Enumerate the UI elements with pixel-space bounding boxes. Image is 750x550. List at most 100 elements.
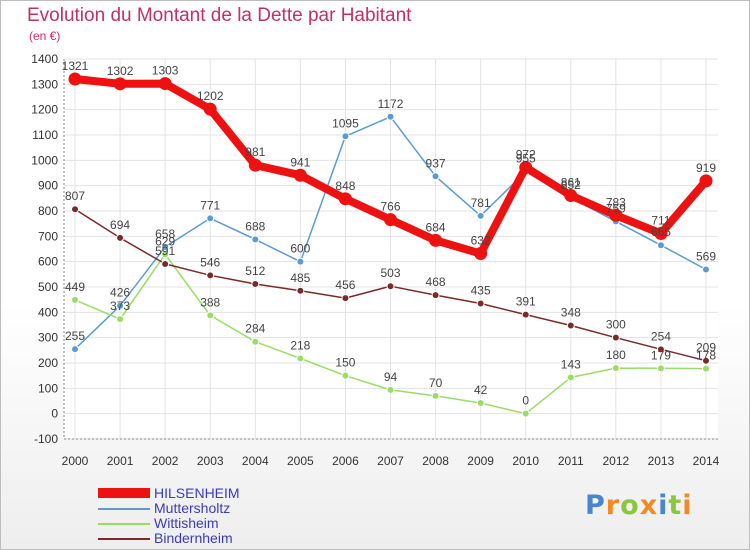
data-label-wittisheim: 388 (200, 295, 220, 309)
data-point-bindernheim (521, 310, 530, 319)
data-label-muttersholtz: 600 (290, 242, 310, 256)
data-point-wittisheim (386, 385, 395, 394)
data-label-wittisheim: 178 (696, 349, 716, 363)
data-label-muttersholtz: 255 (65, 329, 85, 343)
x-tick-label: 2004 (242, 454, 269, 468)
data-label-bindernheim: 348 (561, 306, 581, 320)
data-point-bindernheim (206, 271, 215, 280)
data-point-hilsenheim (248, 158, 262, 172)
y-tick-label: 300 (38, 331, 58, 345)
data-point-muttersholtz (341, 132, 350, 141)
data-point-hilsenheim (158, 77, 172, 91)
data-label-muttersholtz: 937 (426, 156, 446, 170)
data-point-bindernheim (386, 282, 395, 291)
data-label-bindernheim: 485 (290, 271, 310, 285)
data-label-bindernheim: 468 (426, 275, 446, 289)
data-point-hilsenheim (474, 247, 488, 261)
data-label-muttersholtz: 569 (696, 250, 716, 264)
legend-label-wittisheim: Wittisheim (154, 515, 219, 531)
y-tick-label: 0 (51, 407, 58, 421)
proxiti-logo: Proxiti (585, 490, 693, 521)
data-label-wittisheim: 150 (335, 356, 355, 370)
data-label-bindernheim: 391 (516, 295, 536, 309)
data-label-hilsenheim: 632 (471, 234, 491, 248)
data-label-hilsenheim: 1302 (107, 64, 134, 78)
legend-swatch-wittisheim (98, 523, 150, 525)
x-tick-label: 2001 (107, 454, 134, 468)
data-label-muttersholtz: 852 (561, 178, 581, 192)
legend-swatch-bindernheim (98, 538, 150, 540)
data-label-hilsenheim: 941 (290, 155, 310, 169)
data-point-muttersholtz (386, 112, 395, 121)
data-point-muttersholtz (476, 211, 485, 220)
data-point-wittisheim (611, 364, 620, 373)
data-point-wittisheim (251, 337, 260, 346)
data-label-muttersholtz: 955 (516, 152, 536, 166)
data-label-bindernheim: 807 (65, 189, 85, 203)
data-point-muttersholtz (702, 265, 710, 274)
x-tick-label: 2014 (693, 454, 720, 468)
data-label-bindernheim: 503 (380, 266, 400, 280)
data-point-bindernheim (251, 279, 260, 288)
y-tick-label: 1000 (31, 153, 58, 167)
x-tick-label: 2009 (467, 454, 494, 468)
logo-letter: o (620, 490, 640, 521)
data-point-muttersholtz (296, 257, 305, 266)
data-point-hilsenheim (338, 192, 352, 206)
data-label-wittisheim: 143 (561, 357, 581, 371)
data-point-muttersholtz (656, 241, 665, 250)
data-label-muttersholtz: 1172 (378, 97, 404, 111)
chart-title: Evolution du Montant de la Dette par Hab… (27, 5, 412, 26)
data-point-hilsenheim (519, 160, 533, 174)
y-tick-label: 600 (38, 255, 58, 269)
data-label-hilsenheim: 848 (335, 179, 355, 193)
x-tick-label: 2013 (648, 454, 675, 468)
legend-label-hilsenheim: HILSENHEIM (154, 485, 240, 501)
data-label-wittisheim: 179 (651, 348, 671, 362)
data-point-wittisheim (521, 409, 530, 418)
chart-subtitle: (en €) (29, 29, 61, 43)
data-label-bindernheim: 435 (471, 283, 491, 297)
data-label-wittisheim: 629 (155, 234, 175, 248)
data-point-bindernheim (161, 259, 170, 268)
data-point-muttersholtz (251, 235, 260, 244)
x-tick-label: 2005 (287, 454, 314, 468)
data-label-wittisheim: 94 (384, 370, 398, 384)
data-label-wittisheim: 373 (110, 299, 130, 313)
data-point-wittisheim (566, 373, 575, 382)
y-tick-label: 900 (38, 179, 58, 193)
data-label-hilsenheim: 1202 (197, 89, 224, 103)
logo-letter: P (585, 490, 606, 521)
x-tick-label: 2003 (197, 454, 224, 468)
data-label-wittisheim: 218 (290, 338, 310, 352)
data-point-bindernheim (566, 321, 575, 330)
data-point-muttersholtz (71, 345, 79, 354)
legend-swatch-hilsenheim (98, 488, 150, 498)
data-label-bindernheim: 694 (110, 218, 130, 232)
data-point-bindernheim (116, 233, 125, 242)
y-tick-label: 500 (38, 280, 58, 294)
data-label-hilsenheim: 783 (606, 195, 626, 209)
data-label-hilsenheim: 711 (651, 214, 670, 228)
data-point-hilsenheim (699, 174, 713, 188)
logo-letter: t (668, 490, 683, 521)
y-tick-label: 1300 (31, 77, 58, 91)
x-tick-label: 2012 (603, 454, 630, 468)
data-label-wittisheim: 449 (65, 280, 85, 294)
data-label-muttersholtz: 771 (200, 198, 220, 212)
data-label-muttersholtz: 426 (110, 286, 130, 300)
data-point-bindernheim (71, 205, 79, 214)
data-point-wittisheim (702, 364, 710, 373)
data-point-bindernheim (656, 345, 665, 354)
data-point-bindernheim (611, 333, 620, 342)
data-point-hilsenheim (654, 227, 668, 241)
logo-letter: r (605, 490, 621, 521)
x-tick-label: 2010 (512, 454, 539, 468)
data-point-hilsenheim (68, 72, 82, 86)
y-tick-label: 400 (38, 305, 58, 319)
data-label-muttersholtz: 665 (651, 225, 671, 239)
data-label-muttersholtz: 759 (606, 201, 626, 215)
data-label-wittisheim: 42 (474, 383, 488, 397)
data-point-hilsenheim (203, 102, 217, 116)
data-point-muttersholtz (206, 214, 215, 223)
